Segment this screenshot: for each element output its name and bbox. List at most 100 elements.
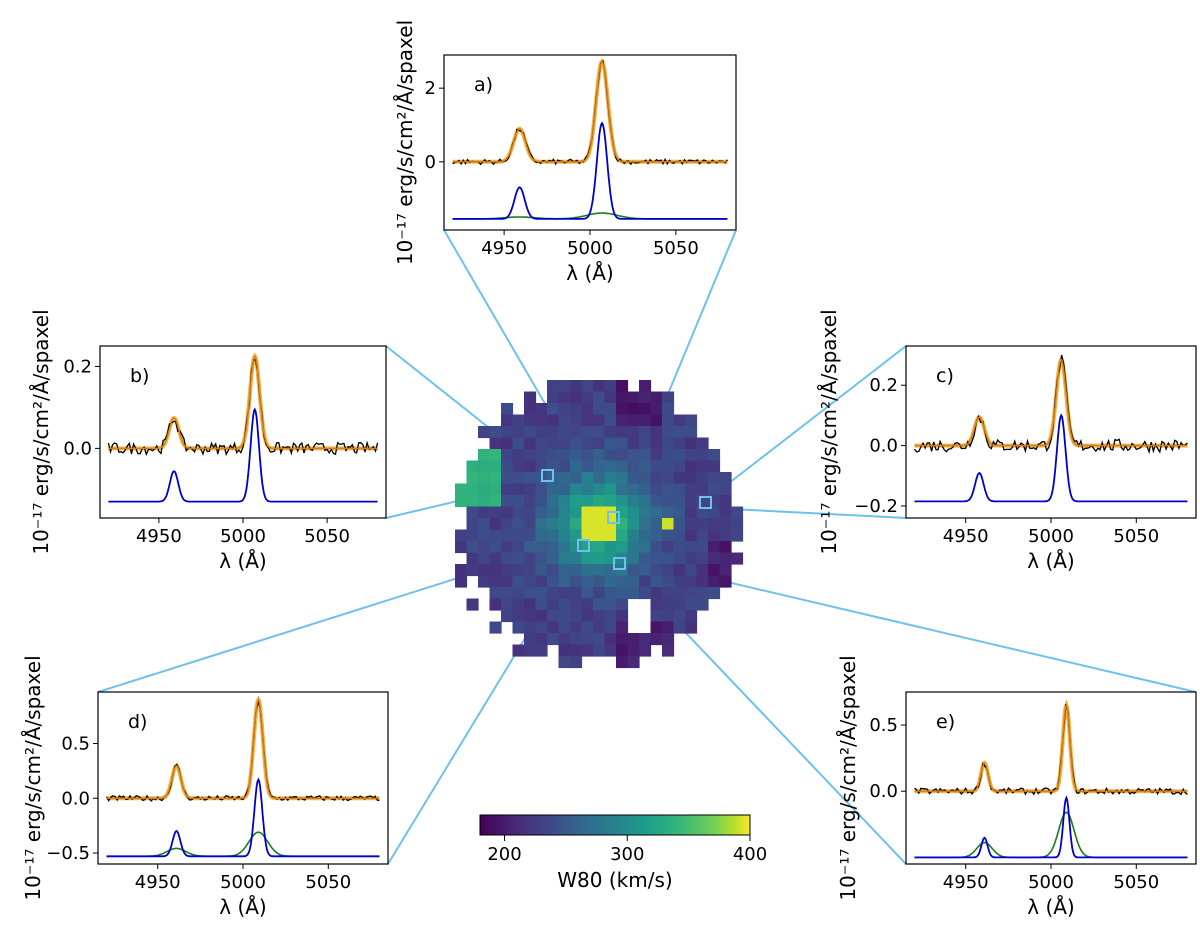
panel-d: 4950 5000 5050 −0.5 0.0 0.5 d) λ (Å) 10⁻¹⁷ erg/s… <box>21 655 389 919</box>
map-spaxel <box>685 564 698 577</box>
map-spaxel <box>662 460 675 473</box>
map-spaxel <box>650 633 663 646</box>
map-spaxel <box>547 552 560 565</box>
y-tick-label: 0.2 <box>869 375 898 396</box>
x-tick-label: 5000 <box>567 238 613 259</box>
map-spaxel <box>616 541 629 554</box>
map-spaxel <box>558 541 571 554</box>
map-spaxel <box>489 541 502 554</box>
map-spaxel <box>662 426 675 439</box>
map-spaxel <box>616 656 629 669</box>
map-spaxel <box>639 472 652 485</box>
y-axis-label: 10⁻¹⁷ erg/s/cm²/Å/spaxel <box>836 655 860 900</box>
map-spaxel <box>478 575 491 588</box>
map-spaxel <box>501 552 514 565</box>
map-spaxel <box>489 564 502 577</box>
x-tick-label: 5000 <box>220 526 266 547</box>
map-spaxel <box>673 598 686 611</box>
map-spaxel <box>524 403 537 416</box>
map-spaxel <box>650 391 663 404</box>
map-spaxel <box>501 437 514 450</box>
map-spaxel <box>535 529 548 542</box>
map-spaxel <box>501 587 514 600</box>
narrow-component <box>914 413 1188 503</box>
map-spaxel <box>650 598 663 611</box>
map-spaxel <box>558 449 571 462</box>
map-spaxel <box>558 495 571 508</box>
map-spaxel <box>616 483 629 496</box>
map-spaxel <box>501 529 514 542</box>
map-spaxel <box>662 506 675 519</box>
map-spaxel <box>501 472 514 485</box>
map-spaxel <box>616 414 629 427</box>
map-spaxel <box>558 633 571 646</box>
panel-label: e) <box>936 711 955 733</box>
map-spaxel <box>685 449 698 462</box>
colorbar: 200 300 400 W80 (km/s) <box>479 814 767 892</box>
map-spaxel <box>501 483 514 496</box>
map-spaxel <box>581 460 594 473</box>
map-spaxel <box>547 506 560 519</box>
panel-e: 4950 5000 5050 0.0 0.5 e) λ (Å) 10⁻¹⁷ erg/s/cm²… <box>836 655 1197 919</box>
map-spaxel <box>662 610 675 623</box>
narrow-component <box>106 777 380 858</box>
map-spaxel <box>524 541 537 554</box>
map-spaxel <box>535 564 548 577</box>
y-axis-label: 10⁻¹⁷ erg/s/cm²/Å/spaxel <box>29 309 53 554</box>
map-spaxel <box>604 633 617 646</box>
map-spaxel <box>570 587 583 600</box>
map-spaxel <box>639 552 652 565</box>
map-spaxel <box>512 564 525 577</box>
map-spaxel <box>650 495 663 508</box>
map-spaxel <box>696 598 709 611</box>
map-spaxel <box>673 621 686 634</box>
map-spaxel <box>581 598 594 611</box>
map-spaxel <box>627 541 640 554</box>
map-spaxel <box>581 495 594 508</box>
map-spaxel <box>650 587 663 600</box>
map-spaxel <box>696 564 709 577</box>
map-spaxel <box>685 472 698 485</box>
map-spaxel <box>673 529 686 542</box>
map-spaxel <box>639 483 652 496</box>
map-spaxel <box>685 541 698 554</box>
map-spaxel <box>547 391 560 404</box>
map-spaxel <box>535 575 548 588</box>
map-spaxel <box>639 449 652 462</box>
map-spaxel <box>581 552 594 565</box>
map-spaxel <box>719 575 732 588</box>
map-spaxel <box>570 633 583 646</box>
map-spaxel <box>512 483 525 496</box>
y-tick-label: 0.0 <box>869 436 898 457</box>
map-spaxel <box>501 495 514 508</box>
map-spaxel <box>535 437 548 450</box>
colorbar-gradient <box>479 814 751 836</box>
map-spaxel <box>604 460 617 473</box>
map-spaxel <box>570 460 583 473</box>
map-spaxel <box>547 610 560 623</box>
map-spaxel <box>662 644 675 657</box>
map-spaxel <box>478 495 491 508</box>
map-spaxel <box>558 587 571 600</box>
map-spaxel <box>604 575 617 588</box>
map-spaxel <box>489 598 502 611</box>
map-spaxel <box>650 437 663 450</box>
map-spaxel <box>685 483 698 496</box>
map-spaxel <box>650 483 663 496</box>
map-spaxel <box>604 541 617 554</box>
map-spaxel <box>512 495 525 508</box>
map-spaxel <box>558 621 571 634</box>
map-spaxel <box>616 587 629 600</box>
map-spaxel <box>547 518 560 531</box>
map-spaxel <box>627 564 640 577</box>
map-spaxel <box>685 506 698 519</box>
map-spaxel <box>558 518 571 531</box>
map-spaxel <box>616 621 629 634</box>
map-spaxel <box>593 460 606 473</box>
map-spaxel <box>639 575 652 588</box>
y-tick-label: 0.0 <box>63 438 92 459</box>
map-spaxel <box>524 391 537 404</box>
map-spaxel <box>673 426 686 439</box>
map-spaxel <box>524 598 537 611</box>
map-spaxel <box>708 552 721 565</box>
